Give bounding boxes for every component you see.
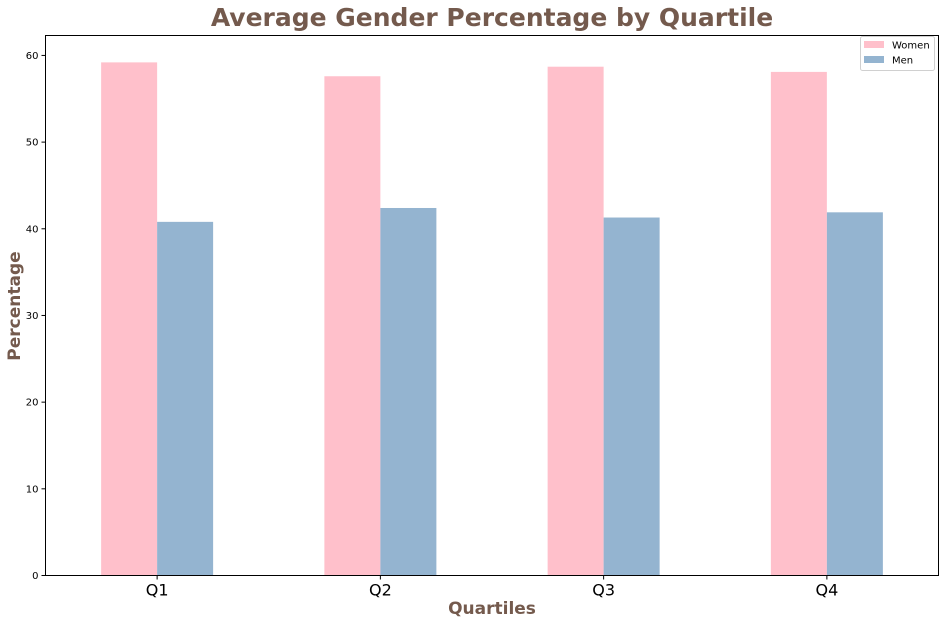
x-axis-label: Quartiles	[448, 599, 536, 619]
y-tick-label: 0	[32, 571, 38, 582]
x-tick-label: Q2	[369, 581, 392, 600]
bar-men-q3	[603, 217, 660, 576]
legend-swatch-men	[864, 56, 884, 63]
legend: Women Men	[860, 36, 935, 71]
chart-title: Average Gender Percentage by Quartile	[211, 3, 773, 32]
bar-women-q1	[101, 62, 158, 576]
bar-women-q4	[770, 71, 827, 576]
y-tick-label: 50	[26, 138, 39, 149]
legend-items: Women Men	[864, 41, 930, 67]
plot-area-frame	[45, 35, 939, 576]
bar-women-q3	[547, 66, 604, 576]
legend-label-men: Men	[892, 56, 913, 67]
x-tick-label: Q3	[592, 581, 615, 600]
bars-group	[101, 62, 883, 576]
y-tick-label: 30	[26, 311, 39, 322]
x-tick-label: Q4	[815, 581, 838, 600]
y-tick-label: 40	[26, 224, 39, 235]
bar-women-q2	[324, 76, 381, 576]
y-tick-label: 20	[26, 398, 39, 409]
x-axis: Q1 Q2 Q3 Q4	[146, 575, 838, 600]
y-tick-label: 10	[26, 484, 39, 495]
bar-men-q4	[826, 212, 883, 576]
bar-men-q1	[157, 221, 214, 576]
y-axis: 0 10 20 30 40 50 60	[26, 51, 46, 582]
x-tick-label: Q1	[146, 581, 169, 600]
y-tick-label: 60	[26, 51, 39, 62]
legend-label-women: Women	[892, 41, 930, 52]
legend-swatch-women	[864, 41, 884, 48]
bar-men-q2	[380, 207, 437, 576]
y-axis-label: Percentage	[5, 251, 25, 360]
